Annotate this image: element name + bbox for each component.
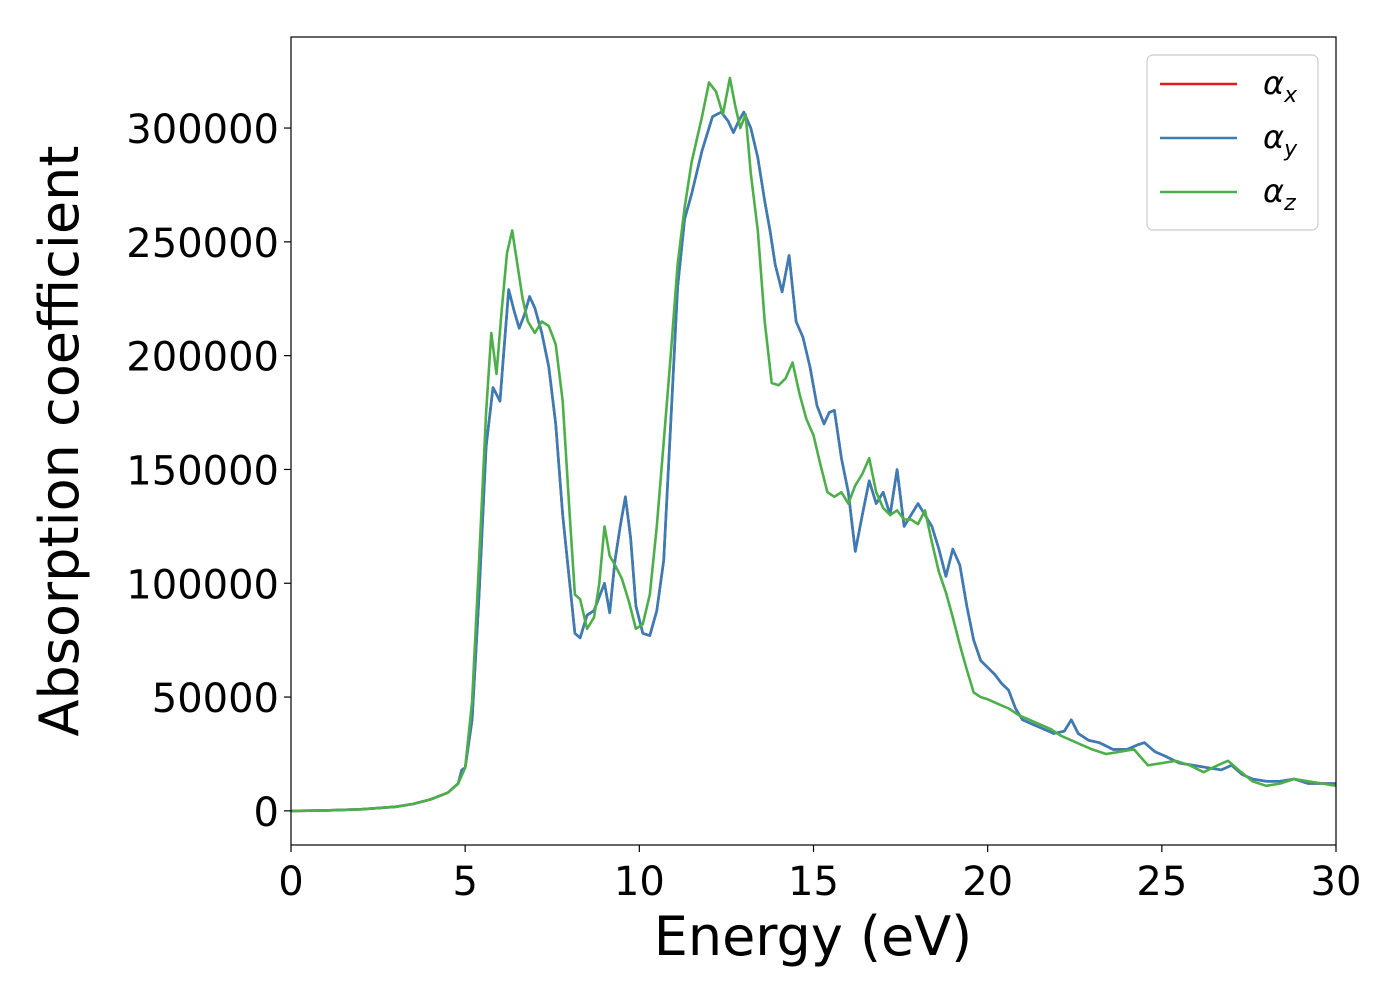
y-tick-label: 250000 <box>126 221 279 267</box>
y-tick-label: 0 <box>254 790 279 836</box>
y-axis: 0 50000 100000 150000 200000 250000 300000 <box>126 107 291 836</box>
x-tick-label: 15 <box>788 859 839 905</box>
x-tick-label: 5 <box>452 859 477 905</box>
x-tick-label: 20 <box>962 859 1013 905</box>
y-tick-label: 200000 <box>126 335 279 381</box>
legend-box <box>1146 54 1319 231</box>
series-line-z <box>291 76 1336 813</box>
legend-label-y: αy <box>1263 118 1298 162</box>
x-tick-label: 25 <box>1136 859 1187 905</box>
legend-label-z: αz <box>1263 172 1296 216</box>
legend-label-x: αx <box>1263 64 1298 108</box>
y-tick-label: 100000 <box>126 562 279 608</box>
legend: αx αy αz <box>1146 54 1319 231</box>
y-tick-label: 50000 <box>152 676 279 722</box>
y-axis-label: Absorption coefficient <box>28 146 91 737</box>
series-layer <box>291 76 1336 813</box>
x-tick-label: 0 <box>278 859 303 905</box>
x-tick-label: 10 <box>614 859 665 905</box>
y-tick-label: 150000 <box>126 448 279 494</box>
x-axis-label: Energy (eV) <box>654 905 973 968</box>
y-tick-label: 300000 <box>126 107 279 153</box>
x-tick-label: 30 <box>1311 859 1362 905</box>
x-axis: 0 5 10 15 20 25 30 <box>278 845 1361 905</box>
